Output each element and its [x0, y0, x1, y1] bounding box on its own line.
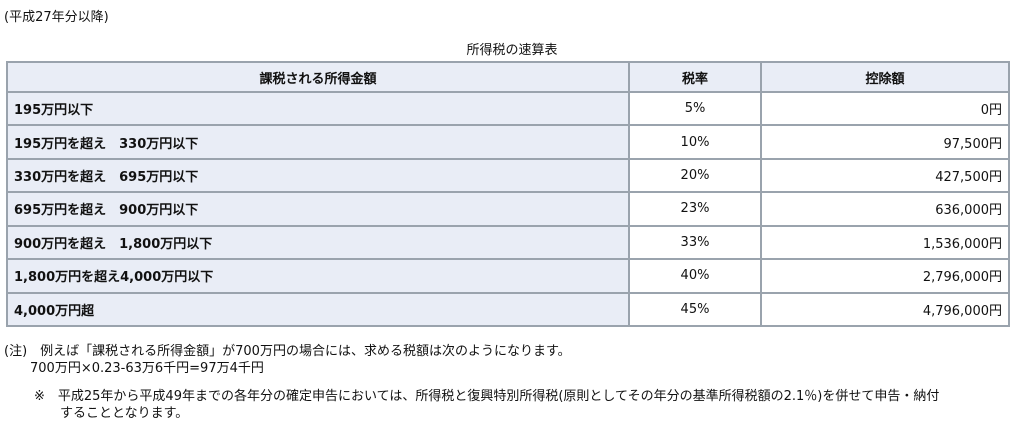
bracket-cell: 330万円を超え 695万円以下 [6, 157, 630, 194]
bracket-cell: 1,800万円を超え4,000万円以下 [6, 258, 630, 294]
notes-section: (注) 例えば「課税される所得金額」が700万円の場合には、求める税額は次のよう… [4, 343, 939, 422]
table-row: 1,800万円を超え4,000万円以下 40% 2,796,000円 [6, 258, 1010, 294]
deduction-cell: 636,000円 [760, 191, 1010, 227]
table-row: 900万円を超え 1,800万円以下 33% 1,536,000円 [6, 224, 1010, 261]
bracket-cell: 4,000万円超 [6, 291, 630, 328]
header-deduction: 控除額 [760, 61, 1010, 93]
tax-rate-table: 課税される所得金額 税率 控除額 195万円以下 5% 0円 195万円を超え … [6, 61, 1010, 328]
deduction-cell: 427,500円 [760, 157, 1010, 194]
table-row: 330万円を超え 695万円以下 20% 427,500円 [6, 157, 1010, 194]
note-reconstruction-tax: ※ 平成25年から平成49年までの各年分の確定申告においては、所得税と復興特別所… [34, 389, 940, 404]
bracket-cell: 695万円を超え 900万円以下 [6, 191, 630, 227]
rate-cell: 23% [628, 191, 762, 227]
rate-cell: 5% [628, 90, 762, 127]
note-example-calculation: 700万円×0.23-63万6千円=97万4千円 [30, 361, 264, 376]
deduction-cell: 4,796,000円 [760, 291, 1010, 328]
deduction-cell: 1,536,000円 [760, 224, 1010, 261]
table-row: 695万円を超え 900万円以下 23% 636,000円 [6, 191, 1010, 227]
table-row: 4,000万円超 45% 4,796,000円 [6, 291, 1010, 328]
deduction-cell: 2,796,000円 [760, 258, 1010, 294]
rate-cell: 20% [628, 157, 762, 194]
table-row: 195万円を超え 330万円以下 10% 97,500円 [6, 124, 1010, 160]
deduction-cell: 97,500円 [760, 124, 1010, 160]
header-rate: 税率 [628, 61, 762, 93]
period-label: (平成27年分以降) [4, 10, 109, 25]
rate-cell: 33% [628, 224, 762, 261]
rate-cell: 40% [628, 258, 762, 294]
header-bracket: 課税される所得金額 [6, 61, 630, 93]
deduction-cell: 0円 [760, 90, 1010, 127]
bracket-cell: 900万円を超え 1,800万円以下 [6, 224, 630, 261]
rate-cell: 45% [628, 291, 762, 328]
note-example: (注) 例えば「課税される所得金額」が700万円の場合には、求める税額は次のよう… [4, 344, 571, 359]
rate-cell: 10% [628, 124, 762, 160]
table-row: 195万円以下 5% 0円 [6, 90, 1010, 127]
note-reconstruction-tax-continued: することとなります。 [60, 406, 189, 421]
bracket-cell: 195万円を超え 330万円以下 [6, 124, 630, 160]
bracket-cell: 195万円以下 [6, 90, 630, 127]
table-caption: 所得税の速算表 [466, 43, 558, 58]
table-header-row: 課税される所得金額 税率 控除額 [6, 61, 1010, 93]
